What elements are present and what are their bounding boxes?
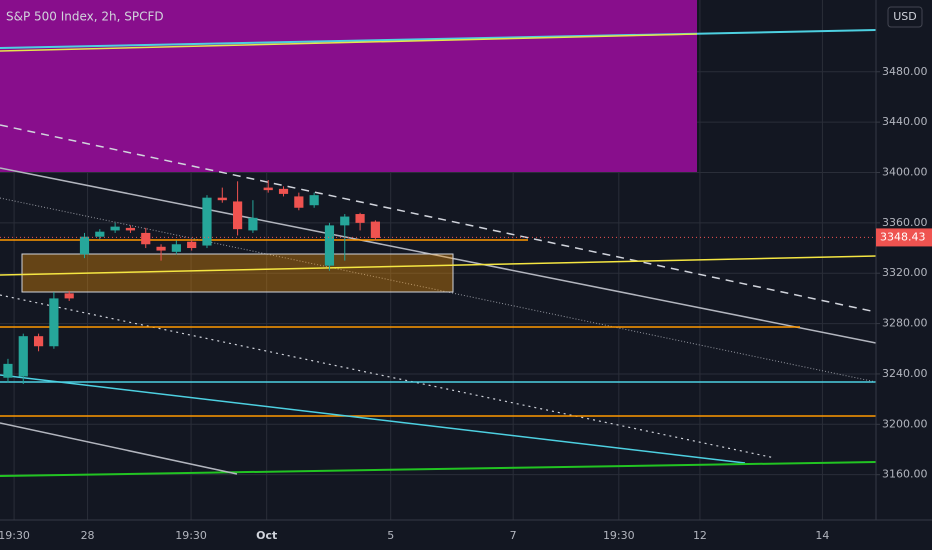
trend-line	[0, 422, 238, 475]
trend-line	[0, 124, 877, 313]
zone	[0, 0, 697, 172]
x-tick-label: Oct	[256, 529, 277, 542]
candle-body	[340, 216, 350, 226]
candle-body	[202, 197, 212, 246]
y-tick-label: 3320.00	[882, 266, 928, 279]
candle-body	[171, 244, 181, 252]
axes: 3160.00 3200.00 3240.00 3280.00 3320.00 3360.…	[0, 65, 932, 542]
last-price-box	[876, 228, 932, 247]
y-tick-label: 3200.00	[882, 417, 928, 430]
candle-body	[156, 246, 166, 251]
y-tick-label: 3240.00	[882, 367, 928, 380]
candle-body	[125, 227, 136, 231]
chart-title: S&P 500 Index, 2h, SPCFD	[6, 10, 164, 24]
last-price-label: 3348.43	[880, 230, 926, 243]
trend-line	[0, 374, 746, 464]
candle-body	[217, 197, 227, 201]
x-tick-label: 19:30	[0, 529, 30, 542]
currency-button[interactable]	[887, 6, 923, 28]
trend-line	[0, 197, 877, 383]
candle-body	[3, 363, 13, 378]
candle-body	[278, 188, 289, 194]
candle-body	[324, 225, 335, 266]
candle-body	[95, 231, 105, 237]
y-tick-label: 3400.00	[882, 165, 928, 178]
trend-line	[0, 167, 877, 344]
candle-body	[49, 298, 59, 347]
trend-line	[0, 29, 877, 49]
x-tick-label: 14	[815, 529, 829, 542]
candle-body	[233, 201, 243, 230]
candle-body	[18, 336, 28, 377]
candles	[0, 180, 876, 385]
candle-body	[370, 221, 380, 238]
trend-line	[0, 33, 698, 52]
candle-body	[248, 217, 258, 231]
candle-body	[187, 241, 197, 249]
y-tick-label: 3160.00	[882, 468, 928, 481]
y-tick-label: 3360.00	[882, 216, 928, 229]
candle-body	[33, 336, 44, 347]
x-tick-label: 19:30	[603, 529, 635, 542]
trend-line	[0, 255, 877, 276]
candle-body	[110, 226, 120, 231]
candle-body	[263, 187, 273, 191]
currency[interactable]: USD	[893, 10, 917, 23]
trend-line	[0, 461, 877, 477]
y-tick-label: 3440.00	[882, 115, 928, 128]
candle-body	[309, 195, 319, 206]
candle-body	[141, 232, 151, 245]
candle-body	[355, 214, 365, 223]
x-tick-label: 7	[510, 529, 517, 542]
y-tick-label: 3480.00	[882, 65, 928, 78]
candle-body	[79, 236, 90, 255]
x-tick-label: 12	[693, 529, 707, 542]
drawings	[0, 0, 877, 477]
y-tick-label: 3280.00	[882, 317, 928, 330]
x-tick-label: 19:30	[175, 529, 207, 542]
candle-body	[294, 196, 304, 208]
x-tick-label: 28	[81, 529, 95, 542]
price-axis	[876, 0, 932, 550]
x-tick-label: 5	[387, 529, 394, 542]
candle-body	[64, 293, 74, 299]
